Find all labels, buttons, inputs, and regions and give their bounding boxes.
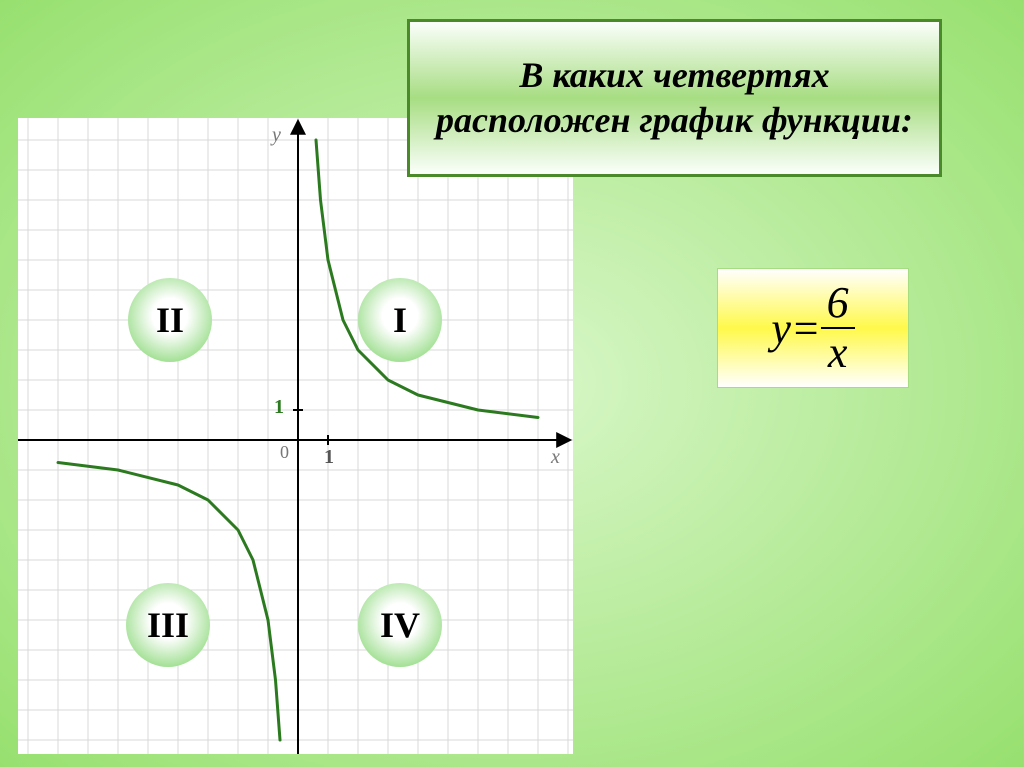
quadrant-3-button[interactable]: III	[126, 583, 210, 667]
formula-fraction: 6 x	[821, 281, 855, 375]
tick-1-x: 1	[324, 446, 334, 469]
quadrant-1-button[interactable]: I	[358, 278, 442, 362]
question-title-text: В каких четвертях расположен график функ…	[430, 53, 919, 143]
y-axis-label: y	[272, 124, 281, 147]
tick-1-y: 1	[274, 396, 284, 419]
formula-numerator: 6	[821, 281, 855, 329]
origin-label: 0	[280, 442, 289, 463]
coordinate-graph: y x 0 1 1	[18, 118, 573, 754]
formula-y: y	[771, 303, 791, 354]
formula-denominator: x	[821, 329, 855, 375]
quadrant-2-button[interactable]: II	[128, 278, 212, 362]
x-axis-label: x	[551, 446, 560, 469]
graph-svg	[18, 118, 573, 754]
question-title: В каких четвертях расположен график функ…	[407, 19, 942, 177]
quadrant-4-button[interactable]: IV	[358, 583, 442, 667]
formula-box: y = 6 x	[717, 268, 909, 388]
formula-equals: =	[791, 303, 821, 354]
stage: y x 0 1 1 В каких четвертях расположен г…	[0, 0, 1024, 767]
